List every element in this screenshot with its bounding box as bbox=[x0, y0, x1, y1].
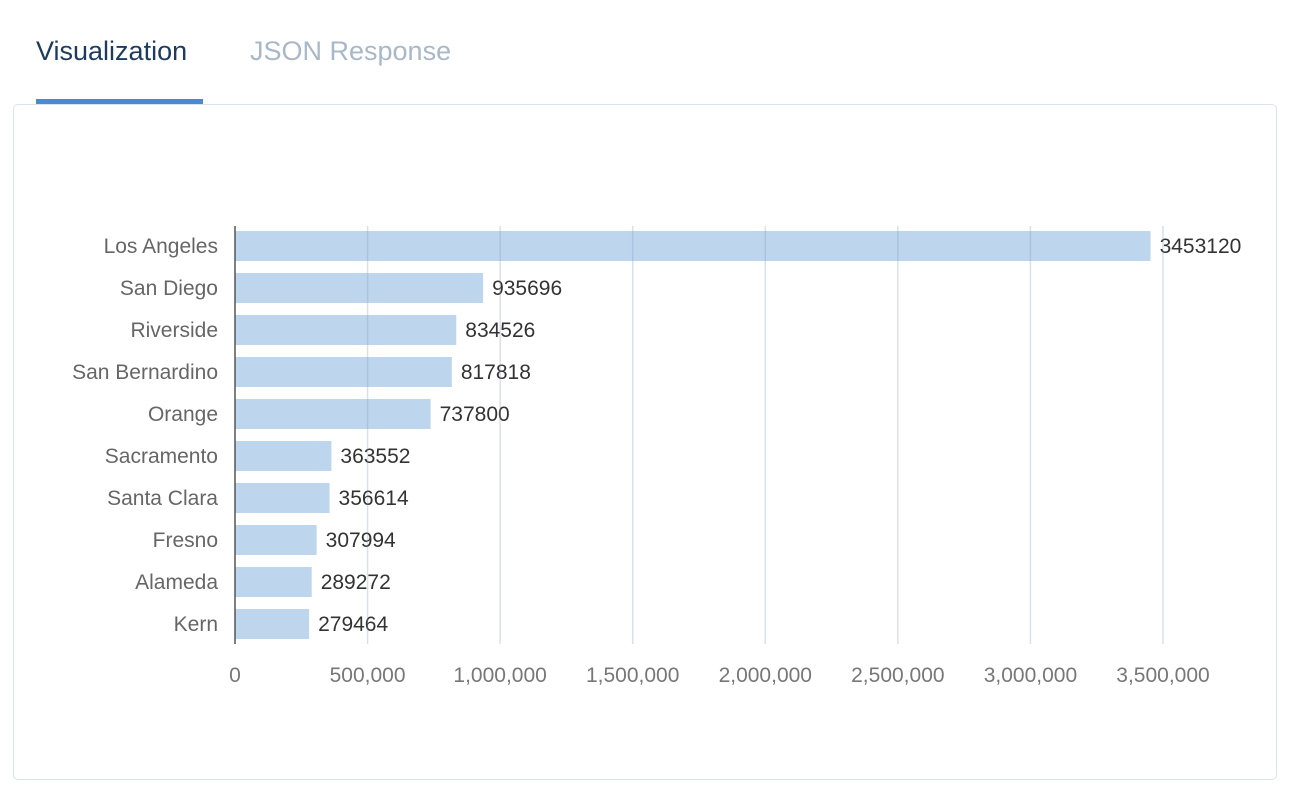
data-label: 834526 bbox=[465, 319, 535, 342]
category-label: San Diego bbox=[120, 277, 218, 300]
x-tick-label: 3,500,000 bbox=[1116, 664, 1209, 687]
bar bbox=[235, 441, 332, 471]
x-tick-label: 500,000 bbox=[330, 664, 406, 687]
x-tick-label: 1,000,000 bbox=[453, 664, 546, 687]
x-tick-label: 3,000,000 bbox=[984, 664, 1077, 687]
data-label: 363552 bbox=[340, 445, 410, 468]
bar bbox=[235, 609, 310, 639]
bar bbox=[235, 483, 330, 513]
category-label: Fresno bbox=[153, 529, 218, 552]
x-tick-label: 1,500,000 bbox=[586, 664, 679, 687]
category-label: Alameda bbox=[135, 571, 218, 594]
category-label: Riverside bbox=[130, 319, 218, 342]
data-label: 817818 bbox=[461, 361, 531, 384]
active-tab-indicator bbox=[36, 99, 203, 104]
bar bbox=[235, 399, 431, 429]
bar bbox=[235, 525, 317, 555]
category-label: Sacramento bbox=[105, 445, 218, 468]
data-label: 356614 bbox=[339, 487, 409, 510]
data-label: 279464 bbox=[318, 613, 388, 636]
bar bbox=[235, 315, 457, 345]
bar bbox=[235, 231, 1151, 261]
chart-panel bbox=[13, 104, 1277, 780]
data-label: 307994 bbox=[326, 529, 396, 552]
bar bbox=[235, 567, 312, 597]
data-label: 289272 bbox=[321, 571, 391, 594]
x-tick-label: 2,000,000 bbox=[719, 664, 812, 687]
category-label: Orange bbox=[148, 403, 218, 426]
x-tick-label: 2,500,000 bbox=[851, 664, 944, 687]
x-tick-label: 0 bbox=[229, 664, 241, 687]
data-label: 935696 bbox=[492, 277, 562, 300]
bar bbox=[235, 357, 452, 387]
category-label: Santa Clara bbox=[107, 487, 218, 510]
category-label: Kern bbox=[174, 613, 218, 636]
category-label: Los Angeles bbox=[104, 235, 218, 258]
data-label: 3453120 bbox=[1160, 235, 1242, 258]
bar bbox=[235, 273, 484, 303]
category-label: San Bernardino bbox=[72, 361, 218, 384]
data-label: 737800 bbox=[440, 403, 510, 426]
tab-json-response[interactable]: JSON Response bbox=[250, 36, 452, 66]
tab-visualization[interactable]: Visualization bbox=[36, 36, 188, 66]
